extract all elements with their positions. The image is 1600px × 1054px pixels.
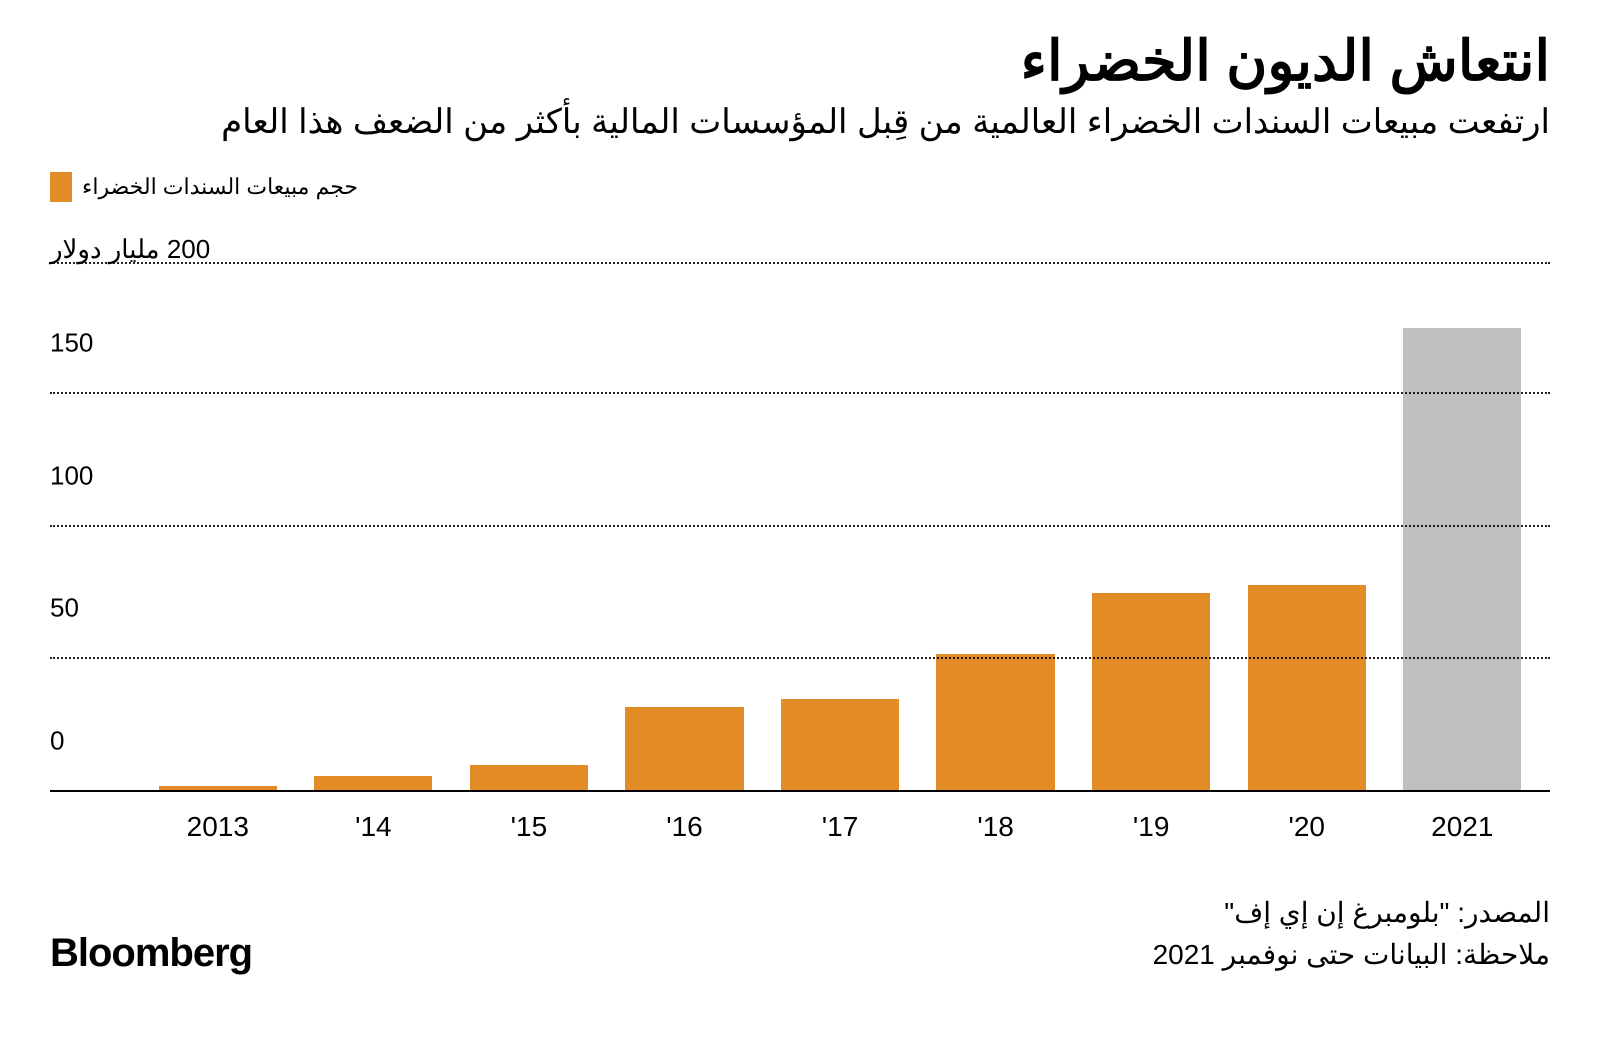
chart-title: انتعاش الديون الخضراء xyxy=(50,30,1550,92)
bars-container xyxy=(130,262,1550,792)
gridline xyxy=(50,392,1550,394)
gridline xyxy=(50,262,1550,264)
chart-card: انتعاش الديون الخضراء ارتفعت مبيعات السن… xyxy=(0,0,1600,1054)
bar xyxy=(936,654,1054,792)
plot-area: 050100150 xyxy=(130,262,1550,792)
chart-subtitle: ارتفعت مبيعات السندات الخضراء العالمية م… xyxy=(50,100,1550,144)
x-tick-label: '16 xyxy=(607,797,763,852)
chart-area: 200 مليار دولار 050100150 2013'14'15'16'… xyxy=(50,242,1550,852)
bar xyxy=(1248,585,1366,792)
x-tick-label: 2021 xyxy=(1385,797,1541,852)
legend-label: حجم مبيعات السندات الخضراء xyxy=(82,174,358,200)
y-axis-top-label: 200 مليار دولار xyxy=(50,234,210,265)
bar xyxy=(625,707,743,792)
source-line: المصدر: "بلومبرغ إن إي إف" xyxy=(1153,892,1550,934)
bar-slot xyxy=(1073,262,1229,792)
y-tick-label: 100 xyxy=(50,460,120,491)
y-tick-label: 50 xyxy=(50,593,120,624)
gridline xyxy=(50,790,1550,792)
x-tick-label: '15 xyxy=(451,797,607,852)
bar-slot xyxy=(918,262,1074,792)
note-line: ملاحظة: البيانات حتى نوفمبر 2021 xyxy=(1153,934,1550,976)
x-tick-label: 2013 xyxy=(140,797,296,852)
x-axis-labels: 2013'14'15'16'17'18'19'202021 xyxy=(130,797,1550,852)
source-block: المصدر: "بلومبرغ إن إي إف" ملاحظة: البيا… xyxy=(1153,892,1550,976)
brand-logo: Bloomberg xyxy=(50,931,252,976)
x-tick-label: '19 xyxy=(1073,797,1229,852)
x-tick-label: '20 xyxy=(1229,797,1385,852)
gridline xyxy=(50,525,1550,527)
bar-slot xyxy=(140,262,296,792)
bar-slot xyxy=(451,262,607,792)
x-tick-label: '14 xyxy=(296,797,452,852)
gridline xyxy=(50,657,1550,659)
footer: المصدر: "بلومبرغ إن إي إف" ملاحظة: البيا… xyxy=(50,892,1550,976)
bar-slot xyxy=(1229,262,1385,792)
y-tick-label: 0 xyxy=(50,725,120,756)
bar xyxy=(781,699,899,792)
bar xyxy=(1092,593,1210,792)
legend: حجم مبيعات السندات الخضراء xyxy=(50,172,1550,202)
legend-swatch xyxy=(50,172,72,202)
x-tick-label: '17 xyxy=(762,797,918,852)
bar xyxy=(1403,328,1521,792)
bar-slot xyxy=(607,262,763,792)
bar-slot xyxy=(762,262,918,792)
y-tick-label: 150 xyxy=(50,328,120,359)
x-tick-label: '18 xyxy=(918,797,1074,852)
bar xyxy=(470,765,588,792)
bar-slot xyxy=(1385,262,1541,792)
bar-slot xyxy=(296,262,452,792)
